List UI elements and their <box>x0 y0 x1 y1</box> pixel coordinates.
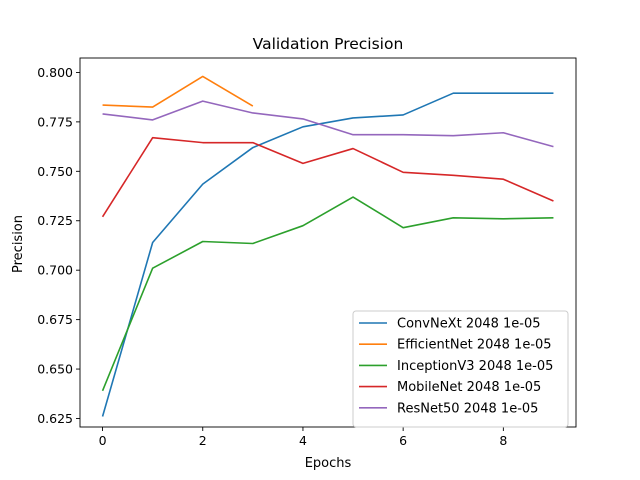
legend-label-3: MobileNet 2048 1e-05 <box>397 380 541 395</box>
series-line-4 <box>102 100 554 148</box>
y-tick-label: 0.625 <box>37 411 73 426</box>
legend-label-0: ConvNeXt 2048 1e-05 <box>397 317 541 332</box>
axes: 0 2 4 6 8 0.625 0.650 0.675 0.700 0.725 0.750 0.775… <box>37 57 577 448</box>
y-tick-label: 0.725 <box>37 213 73 228</box>
y-tick-label: 0.650 <box>37 362 73 377</box>
plot-frame <box>79 57 577 428</box>
y-tick-label: 0.750 <box>37 164 73 179</box>
x-tick-label: 6 <box>399 433 407 448</box>
x-tick-label: 8 <box>499 433 507 448</box>
y-tick-label: 0.675 <box>37 312 73 327</box>
y-axis-label: Precision <box>11 215 26 273</box>
legend-label-1: EfficientNet 2048 1e-05 <box>397 338 552 353</box>
y-tick-label: 0.775 <box>37 114 73 129</box>
y-tick-label: 0.800 <box>37 65 73 80</box>
series-line-1 <box>102 75 254 108</box>
series-line-3 <box>101 136 554 218</box>
x-tick-label: 4 <box>299 433 307 448</box>
chart-title: Validation Precision <box>253 35 404 53</box>
x-tick-label: 2 <box>199 433 207 448</box>
legend-box <box>352 310 569 428</box>
series-line-0 <box>101 92 554 417</box>
series-line-2 <box>101 196 554 392</box>
legend: ConvNeXt 2048 1e-05 EfficientNet 2048 1e-… <box>352 310 569 428</box>
legend-label-4: ResNet50 2048 1e-05 <box>397 401 538 416</box>
x-axis-label: Epochs <box>305 456 352 471</box>
y-tick-label: 0.700 <box>37 263 73 278</box>
plot-area <box>101 75 554 417</box>
x-tick-label: 0 <box>99 433 107 448</box>
legend-label-2: InceptionV3 2048 1e-05 <box>397 359 553 374</box>
